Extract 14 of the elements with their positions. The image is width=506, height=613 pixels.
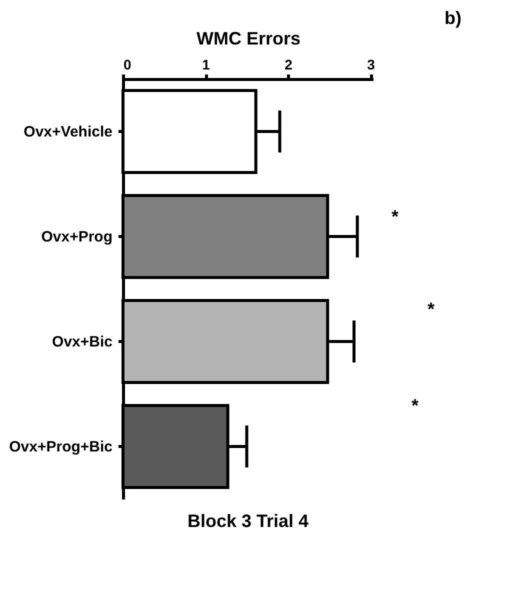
text: Block 3 Trial 4	[187, 511, 309, 531]
x-tick-label: 0	[124, 56, 132, 72]
y-tick-label: Ovx+Bic	[52, 334, 112, 350]
text: *	[427, 299, 435, 319]
text: *	[391, 206, 399, 227]
y-tick-label: Ovx+Prog+Bic	[9, 438, 112, 456]
x-tick-label: 3	[367, 56, 376, 72]
y-tick-label: Ovx+Prog	[41, 228, 112, 246]
x-tick-label: 2	[284, 56, 293, 72]
text: b)	[444, 8, 462, 28]
y-tick-label: Ovx+Vehicle	[24, 124, 112, 140]
text: *	[411, 396, 419, 416]
x-tick-label: 1	[202, 56, 210, 72]
x-axis-title: WMC Errors	[196, 28, 301, 48]
